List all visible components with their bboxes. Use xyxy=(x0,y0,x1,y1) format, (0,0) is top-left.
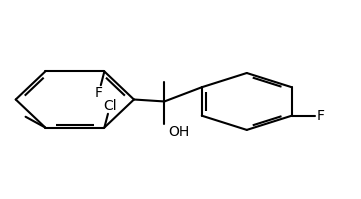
Text: OH: OH xyxy=(168,125,189,139)
Text: Cl: Cl xyxy=(103,99,117,113)
Text: F: F xyxy=(317,109,325,123)
Text: F: F xyxy=(95,86,103,100)
